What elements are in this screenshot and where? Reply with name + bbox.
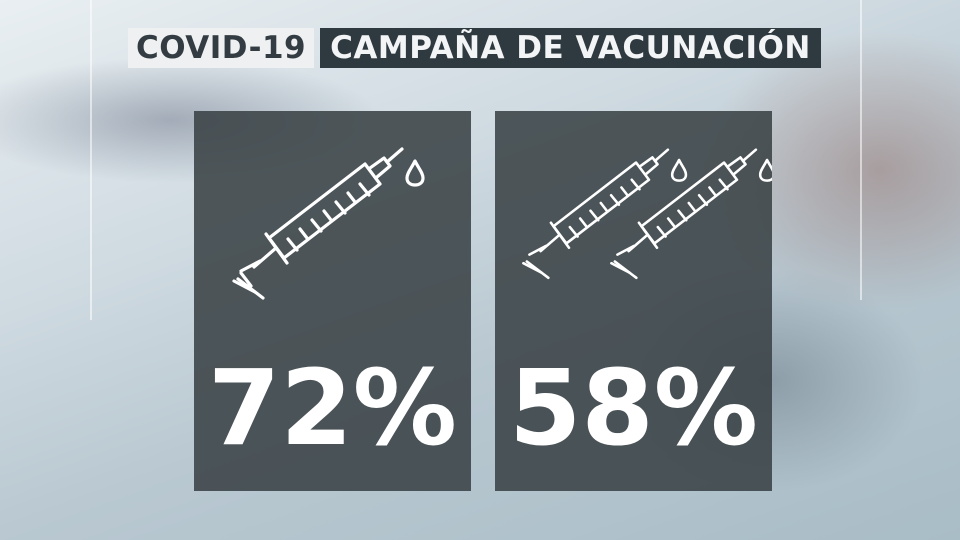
background-line: [90, 0, 92, 320]
full-vaccination-panel: 58%: [495, 111, 772, 491]
background-line: [860, 0, 862, 300]
first-dose-panel: 72%: [194, 111, 471, 491]
headline-tag: COVID-19: [128, 28, 315, 68]
double-syringe-icon: [522, 148, 772, 280]
headline-title: CAMPAÑA DE VACUNACIÓN: [320, 28, 821, 68]
full-vaccination-percentage: 58%: [509, 347, 758, 469]
single-syringe-icon: [232, 147, 425, 300]
headline: COVID-19 CAMPAÑA DE VACUNACIÓN: [128, 28, 821, 68]
first-dose-percentage: 72%: [208, 347, 457, 469]
